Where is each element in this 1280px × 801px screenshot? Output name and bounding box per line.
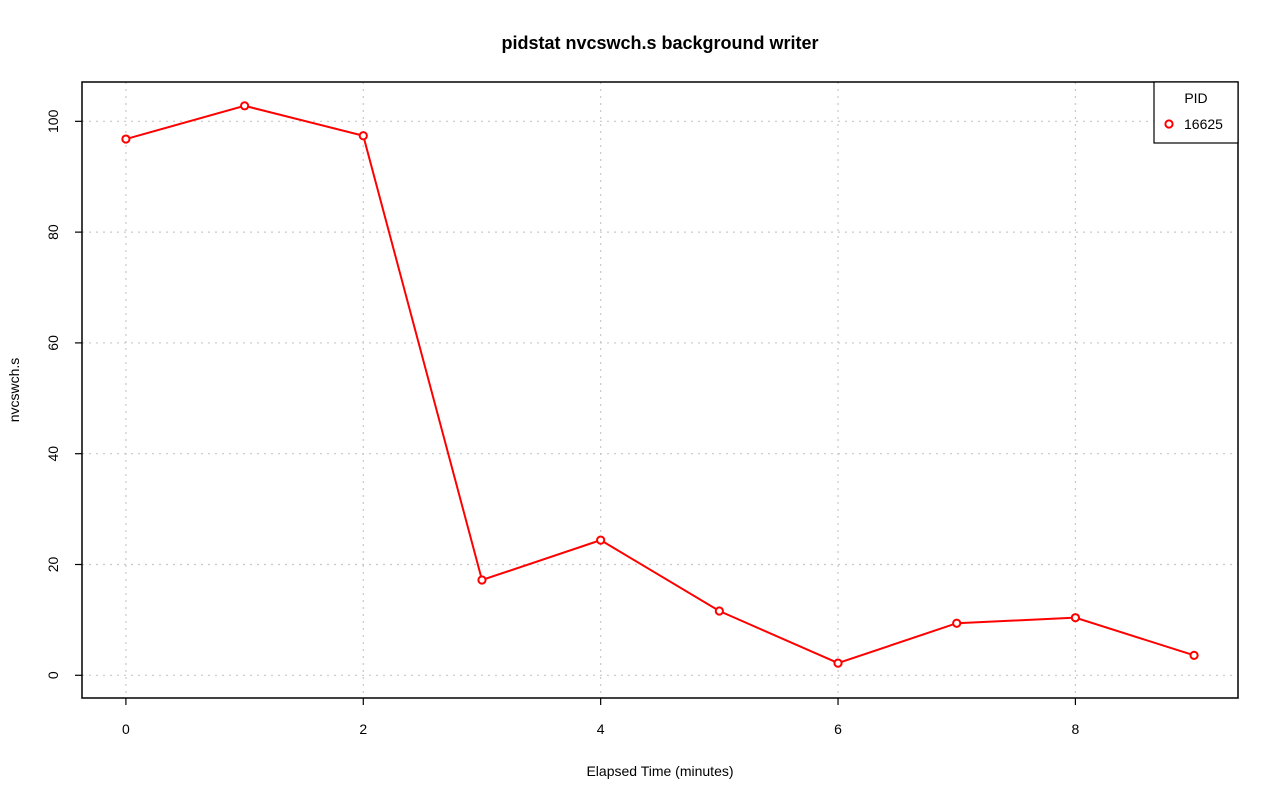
series-layer — [121, 101, 1199, 668]
x-tick-label: 2 — [359, 721, 367, 737]
y-tick-label: 80 — [45, 224, 61, 240]
legend: PID 16625 — [1153, 81, 1239, 144]
y-tick-label: 40 — [45, 446, 61, 462]
data-point — [1070, 613, 1081, 623]
y-tick-label: 0 — [45, 671, 61, 679]
data-point — [358, 131, 368, 141]
y-tick-label: 100 — [45, 109, 61, 133]
series-line — [125, 104, 1195, 665]
y-tick-label: 60 — [45, 335, 61, 351]
x-tick-label: 0 — [122, 721, 130, 737]
legend-marker — [1164, 119, 1174, 129]
data-point — [596, 535, 606, 545]
y-tick-label: 20 — [45, 556, 61, 572]
y-axis-label: nvcswch.s — [6, 358, 22, 423]
plot-frame — [81, 81, 1239, 699]
data-point — [714, 606, 724, 616]
legend-box — [1153, 81, 1239, 144]
legend-entry-label: 16625 — [1184, 116, 1223, 132]
x-axis-label: Elapsed Time (minutes) — [586, 763, 733, 779]
x-tick-label: 4 — [597, 721, 605, 737]
data-point — [477, 575, 487, 585]
x-axis: 0 2 4 6 8 — [122, 698, 1080, 737]
data-point — [952, 618, 962, 628]
data-point — [833, 658, 843, 668]
data-point — [1189, 650, 1199, 660]
y-axis: 0 20 40 60 80 100 — [45, 109, 82, 679]
data-point — [239, 101, 250, 111]
x-tick-label: 8 — [1072, 721, 1080, 737]
x-tick-label: 6 — [834, 721, 842, 737]
chart-title: pidstat nvcswch.s background writer — [501, 33, 818, 53]
legend-title: PID — [1184, 90, 1207, 106]
grid — [82, 82, 1238, 698]
data-point — [121, 134, 131, 144]
